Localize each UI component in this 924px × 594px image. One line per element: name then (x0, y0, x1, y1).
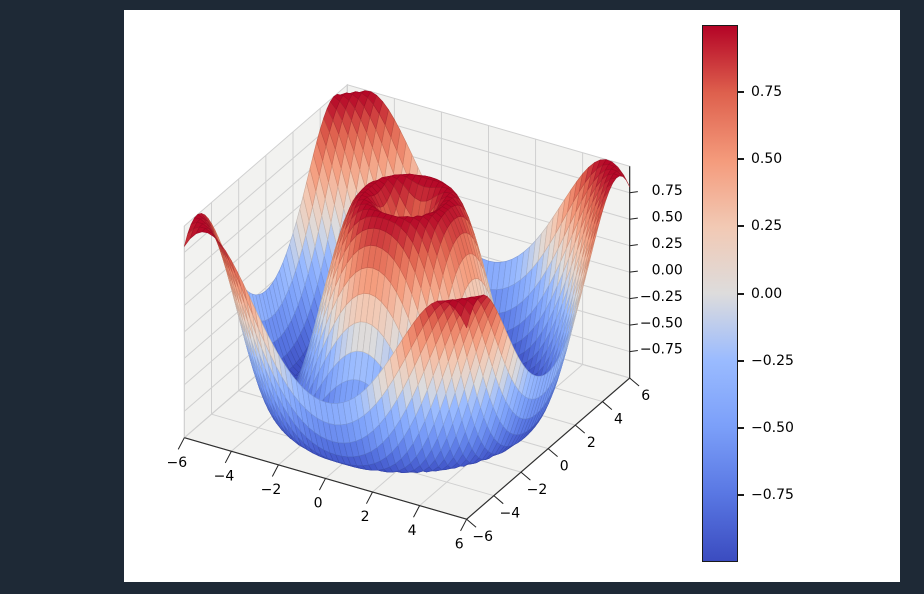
colorbar-tick-mark (738, 426, 744, 429)
colorbar-tick-label: −0.75 (751, 486, 794, 503)
colorbar-tick-mark (738, 493, 744, 496)
colorbar-tick-label: −0.25 (751, 352, 794, 369)
figure-panel: 0.75 0.50 0.25 0.00 −0.25 −0.50 −0.75 (124, 10, 900, 582)
colorbar-tick: −0.25 (738, 353, 794, 369)
colorbar-tick-label: 0.25 (751, 218, 783, 235)
colorbar-tick-mark (738, 292, 744, 295)
colorbar-ticks: 0.75 0.50 0.25 0.00 −0.25 −0.50 −0.75 (738, 25, 888, 562)
colorbar-tick-mark (738, 158, 744, 161)
surface-plot-canvas (124, 10, 694, 582)
colorbar-tick: 0.50 (738, 151, 782, 167)
colorbar: 0.75 0.50 0.25 0.00 −0.25 −0.50 −0.75 (702, 25, 892, 562)
colorbar-tick-label: 0.00 (751, 285, 783, 302)
colorbar-tick-label: −0.50 (751, 419, 794, 436)
colorbar-tick-label: 0.50 (751, 151, 783, 168)
colorbar-tick: 0.00 (738, 286, 782, 302)
colorbar-tick-mark (738, 91, 744, 94)
colorbar-tick: −0.75 (738, 487, 794, 503)
colorbar-tick: −0.50 (738, 420, 794, 436)
colorbar-tick: 0.75 (738, 84, 782, 100)
colorbar-tick-mark (738, 359, 744, 362)
colorbar-gradient (702, 25, 738, 562)
colorbar-tick-label: 0.75 (751, 84, 783, 101)
colorbar-tick: 0.25 (738, 218, 782, 234)
colorbar-tick-mark (738, 225, 744, 228)
